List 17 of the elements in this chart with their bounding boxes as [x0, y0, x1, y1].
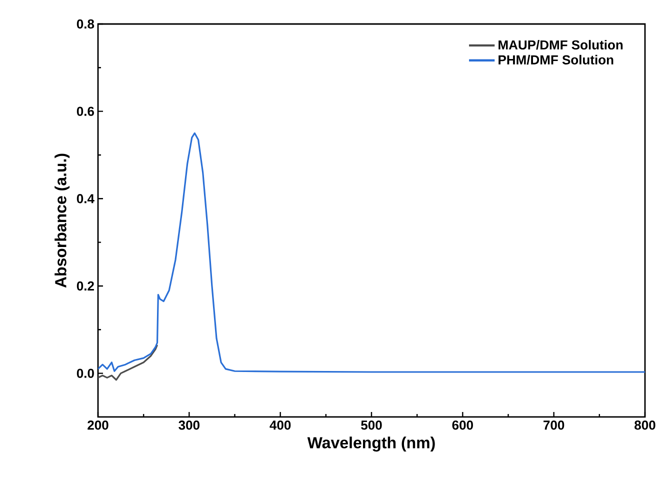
y-tick-label: 0.6: [76, 106, 94, 116]
y-tick-label: 0.0: [76, 368, 94, 378]
y-tick-label: 0.4: [76, 194, 94, 204]
y-tick-label: 0.2: [76, 281, 94, 291]
x-tick-label: 500: [361, 420, 382, 430]
x-tick-label: 300: [178, 420, 200, 430]
x-tick-label: 200: [88, 420, 108, 430]
x-axis-title: Wavelength (nm): [307, 436, 435, 452]
legend-label: PHM/DMF Solution: [498, 54, 614, 65]
x-tick-label: 800: [634, 420, 656, 430]
x-tick-label: 600: [452, 420, 473, 430]
legend-label: MAUP/DMF Solution: [498, 40, 623, 50]
x-tick-label: 700: [544, 420, 564, 430]
line-series: [98, 344, 158, 381]
y-axis-title: Absorbance (a.u.): [54, 154, 70, 288]
x-tick-label: 400: [270, 420, 291, 430]
y-tick-label: 0.8: [76, 19, 94, 29]
